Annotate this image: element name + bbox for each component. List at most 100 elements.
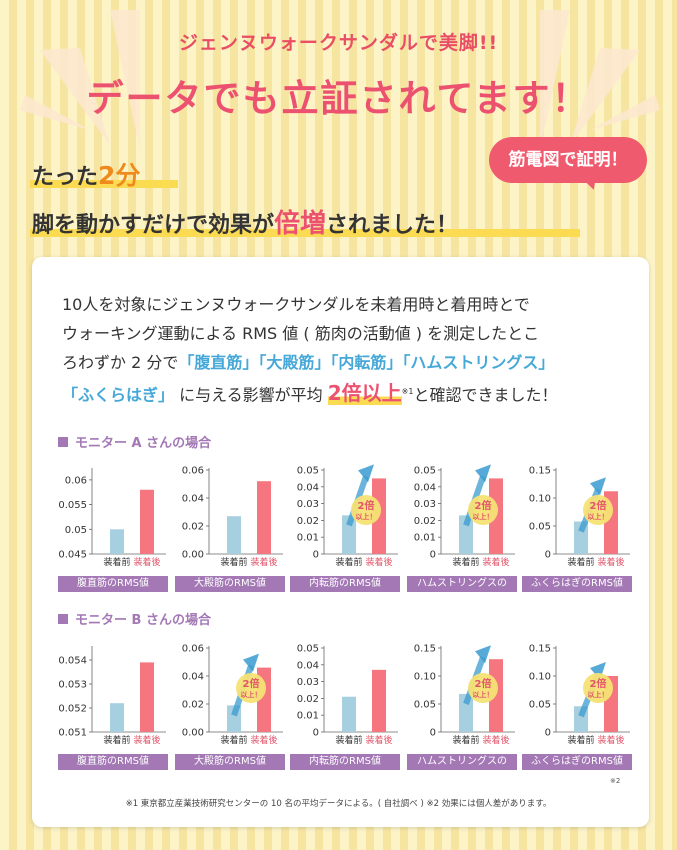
x-tick-label: 装着後: [365, 556, 392, 568]
muscle-4: 「ハムストリングス」: [402, 353, 555, 372]
y-tick-label: 0.15: [414, 644, 436, 655]
x-tick-label: 装着後: [250, 734, 277, 746]
bar-before: [342, 515, 356, 554]
chart-svg: 0.045 0.05 0.055 0.06 装着前 装着後: [58, 468, 166, 568]
bar-after: [372, 669, 386, 732]
chart-caption: 大殿筋のRMS値: [175, 754, 285, 770]
para-line-4: 「ふくらはぎ」 に与える影響が平均 2倍以上※1と確認できました！: [62, 377, 622, 409]
y-tick-label: 0.05: [529, 522, 551, 533]
y-tick-label: 0.02: [182, 522, 204, 533]
y-tick-label: 0.055: [58, 500, 87, 511]
y-tick-label: 0.00: [182, 550, 204, 561]
y-tick-label: 0: [430, 728, 436, 739]
badge-circle: [583, 495, 613, 525]
chart-svg: 0 0.05 0.10 0.15 装着前 装着後 2倍以上！: [529, 644, 630, 746]
chart-svg: 0 0.01 0.02 0.03 0.04 0.05 装着前 装着後 2倍以上！: [297, 464, 398, 568]
muscle-5: 「ふくらはぎ」: [62, 385, 175, 405]
bar-before: [459, 693, 473, 732]
y-tick-label: 0.04: [182, 672, 204, 683]
speech-bubble: 筋電図で証明！: [489, 137, 647, 183]
badge-sublabel: 以上！: [588, 512, 609, 521]
y-tick-label: 0.01: [414, 533, 436, 544]
chart-svg: 0.00 0.02 0.04 0.06 装着前 装着後 2倍以上！: [182, 644, 283, 746]
badge-circle: [468, 495, 498, 525]
footnote-ref-2: ※2: [610, 777, 621, 785]
y-tick-label: 0.06: [182, 466, 204, 477]
rms-chart: 0 0.05 0.10 0.15 装着前 装着後 2倍 以上！ ハムストリングスのRMS値: [407, 640, 517, 783]
y-tick-label: 0.02: [297, 516, 319, 527]
muscle-3: 「内転筋」: [330, 353, 403, 372]
x-tick-label: 装着後: [597, 556, 624, 568]
y-tick-label: 0: [313, 550, 319, 561]
y-tick-label: 0.02: [297, 694, 319, 705]
y-tick-label: 0.045: [58, 550, 87, 561]
y-tick-label: 0.051: [58, 728, 87, 739]
badge-sublabel: 以上！: [588, 690, 609, 699]
y-tick-label: 0.06: [182, 644, 204, 655]
y-tick-label: 0.03: [297, 499, 319, 510]
arrow-head-icon: [358, 464, 374, 483]
y-tick-label: 0.054: [58, 656, 87, 667]
badge-label: 2倍: [358, 499, 375, 512]
section-b-label: モニター B さんの場合: [75, 613, 211, 628]
x-tick-label: 装着後: [250, 556, 277, 568]
badge-sublabel: 以上！: [473, 690, 494, 699]
y-tick-label: 0: [545, 550, 551, 561]
arrow-head-icon: [475, 464, 491, 483]
para-line-2: ウォーキング運動による RMS 値 ( 筋肉の活動値 ) を測定したとこ: [62, 324, 540, 343]
x-tick-label: 装着後: [597, 734, 624, 746]
y-tick-label: 0.06: [65, 475, 87, 486]
y-tick-label: 0.05: [65, 525, 87, 536]
tagline-pre: たった: [32, 165, 99, 190]
chart-svg: 0 0.01 0.02 0.03 0.04 0.05 装着前 装着後: [297, 644, 398, 746]
badge-label: 2倍: [475, 677, 492, 690]
y-tick-label: 0.10: [529, 672, 551, 683]
rms-chart: 0 0.01 0.02 0.03 0.04 0.05 装着前 装着後 内転筋のRMS値: [290, 640, 400, 770]
badge-circle: [236, 673, 266, 703]
y-tick-label: 0.04: [414, 482, 436, 493]
x-tick-label: 装着前: [452, 556, 479, 568]
x-tick-label: 装着前: [335, 556, 362, 568]
x-tick-label: 装着前: [452, 734, 479, 746]
header-title-2: データでも立証されてます！: [86, 77, 591, 120]
highlight-2x: 2倍以上: [327, 381, 402, 406]
x-tick-label: 装着前: [567, 734, 594, 746]
badge-sublabel: 以上！: [241, 690, 262, 699]
y-tick-label: 0.05: [414, 466, 436, 477]
y-tick-label: 0.03: [414, 499, 436, 510]
section-monitor-b: モニター B さんの場合: [58, 609, 211, 628]
chart-svg: 0 0.05 0.10 0.15 装着前 装着後 2倍以上！: [414, 644, 515, 746]
y-tick-label: 0.10: [414, 672, 436, 683]
rms-chart: 0.00 0.02 0.04 0.06 装着前 装着後 2倍 以上！ 大殿筋のRMS値: [175, 640, 285, 770]
y-tick-label: 0.04: [297, 482, 319, 493]
rms-chart: 0.051 0.052 0.053 0.054 装着前 装着後 腹直筋のRMS値: [58, 640, 168, 770]
section-marker: [58, 613, 68, 624]
rms-chart: 0.045 0.05 0.055 0.06 装着前 装着後 腹直筋のRMS値: [58, 462, 168, 592]
arrow-head-icon: [590, 477, 606, 496]
y-tick-label: 0: [313, 728, 319, 739]
para-l4-mid: に与える影響が平均: [179, 385, 323, 405]
para-line-1: 10人を対象にジェンヌウォークサンダルを未着用時と着用時とで: [62, 295, 530, 314]
rms-chart: 0 0.01 0.02 0.03 0.04 0.05 装着前 装着後 2倍 以上！ 内転筋のRMS値: [290, 462, 400, 592]
muscle-1: 「腹直筋」: [178, 353, 259, 372]
muscle-2: 「大殿筋」: [258, 353, 331, 372]
y-tick-label: 0.00: [182, 728, 204, 739]
chart-caption: ハムストリングスのRMS値: [407, 576, 517, 605]
rms-chart: 0 0.05 0.10 0.15 装着前 装着後 2倍 以上！ ふくらはぎのRMS値: [522, 640, 632, 770]
bar-before: [342, 696, 356, 732]
x-tick-label: 装着後: [133, 556, 160, 568]
badge-circle: [583, 673, 613, 703]
badge-label: 2倍: [243, 677, 260, 690]
description-paragraph: 10人を対象にジェンヌウォークサンダルを未着用時と着用時とで ウォーキング運動に…: [62, 290, 622, 409]
badge-sublabel: 以上！: [473, 512, 494, 521]
rms-chart: 0 0.05 0.10 0.15 装着前 装着後 2倍 以上！ ふくらはぎのRMS値: [522, 462, 632, 592]
x-tick-label: 装着後: [482, 734, 509, 746]
para-l3-pre: ろわずか 2 分で: [62, 353, 179, 372]
y-tick-label: 0.05: [297, 644, 319, 655]
badge-label: 2倍: [475, 499, 492, 512]
x-tick-label: 装着前: [567, 556, 594, 568]
bar-after: [257, 481, 271, 554]
tagline-2-post: されました！: [326, 213, 459, 238]
x-tick-label: 装着後: [133, 734, 160, 746]
arrow-head-icon: [590, 662, 606, 680]
